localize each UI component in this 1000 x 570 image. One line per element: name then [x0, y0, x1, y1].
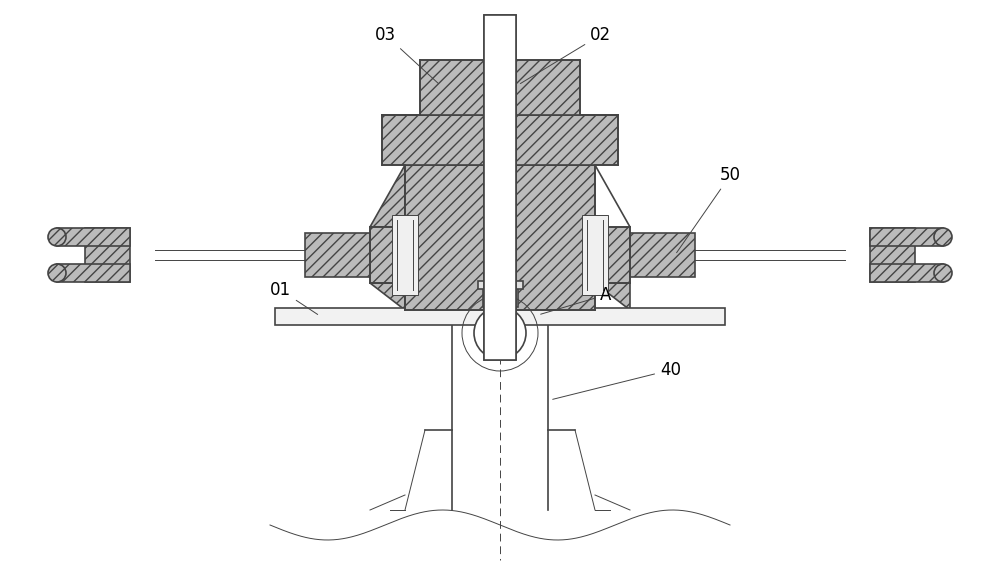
- Polygon shape: [57, 228, 130, 246]
- Polygon shape: [870, 228, 943, 246]
- Bar: [392, 215, 418, 295]
- Polygon shape: [405, 165, 484, 310]
- Text: 03: 03: [375, 26, 438, 83]
- Polygon shape: [516, 60, 580, 115]
- Bar: [275, 308, 725, 325]
- Polygon shape: [516, 115, 618, 165]
- Bar: [483, 289, 518, 307]
- Polygon shape: [57, 264, 130, 282]
- Bar: [484, 15, 516, 360]
- Polygon shape: [595, 165, 630, 227]
- Polygon shape: [370, 227, 405, 283]
- Text: 02: 02: [520, 26, 611, 84]
- Text: 40: 40: [553, 361, 681, 400]
- Text: A: A: [541, 286, 611, 314]
- Polygon shape: [85, 228, 130, 282]
- Bar: [478, 281, 523, 289]
- Text: 50: 50: [677, 166, 741, 253]
- Polygon shape: [305, 233, 370, 277]
- Polygon shape: [516, 165, 595, 310]
- Polygon shape: [630, 233, 695, 277]
- Text: 01: 01: [270, 281, 318, 315]
- Ellipse shape: [934, 264, 952, 282]
- Polygon shape: [382, 115, 484, 165]
- Polygon shape: [370, 283, 405, 310]
- Ellipse shape: [48, 228, 66, 246]
- Polygon shape: [420, 60, 484, 115]
- Bar: [484, 15, 516, 360]
- Polygon shape: [595, 283, 630, 310]
- Circle shape: [474, 307, 526, 359]
- Bar: [582, 215, 608, 295]
- Polygon shape: [370, 165, 405, 227]
- Polygon shape: [870, 228, 915, 282]
- Polygon shape: [870, 264, 943, 282]
- Polygon shape: [595, 227, 630, 283]
- Ellipse shape: [48, 264, 66, 282]
- Ellipse shape: [934, 228, 952, 246]
